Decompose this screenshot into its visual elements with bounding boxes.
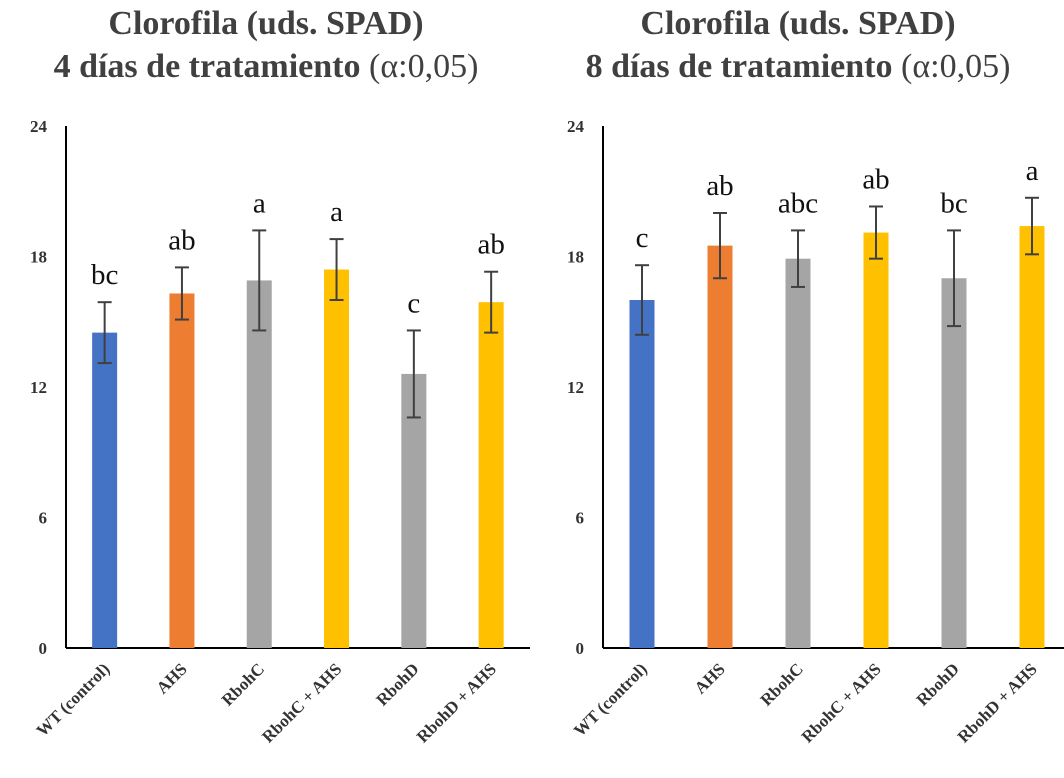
y-tick-label: 12 [30,378,47,397]
x-tick-label: AHS [691,659,729,697]
significance-letter: ab [477,229,504,261]
bar [401,373,427,648]
x-tick-label: RbohD [372,659,422,709]
y-tick-label: 0 [576,639,585,658]
significance-letter: c [636,222,649,254]
significance-letter: ab [862,163,889,195]
chart-title-line1: Clorofila (uds. SPAD) [108,5,424,42]
significance-letter: bc [91,259,118,291]
significance-letter: a [330,196,343,228]
chart-title-period: 4 días de tratamiento [53,48,361,85]
bar [246,280,272,648]
bar [941,278,967,648]
y-tick-label: 6 [39,509,48,528]
bar [324,269,350,648]
bar [863,232,889,648]
chart-title-line2: 8 días de tratamiento (α:0,05) [532,45,1064,89]
bar-chart-4-dias: 0 6 12 18 24 bc WT (control) ab AHS a RbohC a RbohC … [30,117,530,746]
bar [92,332,118,648]
chart-title-line2: 4 días de tratamiento (α:0,05) [0,45,532,89]
y-tick-label: 0 [39,639,48,658]
chart-title-line1: Clorofila (uds. SPAD) [640,5,956,42]
chart-title-alpha: (α:0,05) [901,48,1011,85]
significance-letter: ab [706,170,733,202]
y-tick-label: 24 [30,117,48,136]
chart-panel-8-dias: Clorofila (uds. SPAD) 8 días de tratamie… [532,0,1064,778]
bar [785,258,811,648]
chart-title-alpha: (α:0,05) [369,48,479,85]
x-tick-label: AHS [153,659,191,697]
y-tick-label: 24 [567,117,585,136]
x-tick-label: RbohD + AHS [413,659,500,746]
x-tick-label: RbohC + AHS [798,659,885,746]
x-tick-label: RbohC + AHS [258,659,345,746]
x-tick-label: RbohC [757,659,807,709]
x-tick-label: RbohC [218,659,268,709]
y-tick-label: 6 [576,509,585,528]
significance-letter: a [1026,155,1039,187]
chart-title-period: 8 días de tratamiento [585,48,893,85]
y-tick-label: 12 [567,378,584,397]
y-tick-label: 18 [30,248,47,267]
bar [1019,226,1045,649]
y-tick-label: 18 [567,248,584,267]
significance-letter: c [407,287,420,319]
x-tick-label: RbohD [913,659,963,709]
significance-letter: a [253,187,266,219]
bar [707,245,733,648]
x-tick-label: WT (control) [570,659,651,740]
chart-panel-4-dias: Clorofila (uds. SPAD) 4 días de tratamie… [0,5,532,746]
significance-letter: bc [940,187,967,219]
bar [629,300,655,648]
significance-letter: ab [168,224,195,256]
x-tick-label: WT (control) [33,659,114,740]
significance-letter: abc [778,187,818,219]
x-tick-label: RbohD + AHS [954,659,1041,746]
bar [169,293,195,648]
bar [478,302,504,648]
